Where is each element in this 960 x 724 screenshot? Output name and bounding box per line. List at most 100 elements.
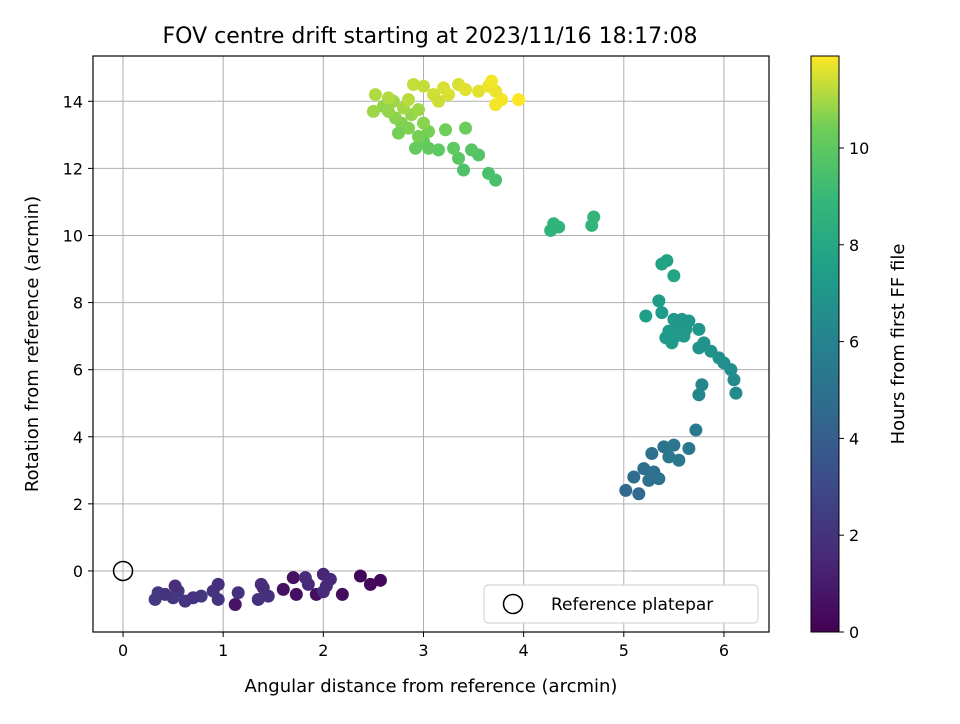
data-point bbox=[298, 571, 312, 585]
y-tick-label: 6 bbox=[73, 361, 83, 380]
data-point bbox=[459, 121, 473, 135]
data-point bbox=[689, 423, 703, 437]
data-point bbox=[675, 312, 689, 326]
x-tick-label: 2 bbox=[318, 641, 328, 660]
y-tick-label: 4 bbox=[73, 428, 83, 447]
data-point bbox=[381, 91, 395, 105]
data-point bbox=[682, 441, 696, 455]
data-points bbox=[148, 74, 743, 611]
data-point bbox=[211, 577, 225, 591]
data-point bbox=[645, 447, 659, 461]
data-point bbox=[442, 88, 456, 102]
plot-frame bbox=[92, 55, 770, 633]
data-point bbox=[452, 151, 466, 165]
data-point bbox=[411, 103, 425, 117]
x-tick-label: 3 bbox=[418, 641, 428, 660]
data-point bbox=[457, 163, 471, 177]
data-point bbox=[186, 591, 200, 605]
y-tick-label: 12 bbox=[63, 159, 83, 178]
x-axis-ticks: 0 1 2 3 4 5 6 bbox=[118, 632, 729, 660]
data-point bbox=[662, 450, 676, 464]
data-point bbox=[148, 592, 162, 606]
x-tick-label: 1 bbox=[218, 641, 228, 660]
data-point bbox=[373, 573, 387, 587]
data-point bbox=[695, 378, 709, 392]
data-point bbox=[406, 78, 420, 92]
data-point bbox=[416, 79, 430, 93]
colorbar: 0 2 4 6 8 10 Hours from first FF file bbox=[810, 55, 909, 642]
data-point bbox=[647, 465, 661, 479]
data-point bbox=[587, 210, 601, 224]
reference-point-marker bbox=[112, 560, 134, 582]
y-tick-label: 14 bbox=[63, 92, 83, 111]
x-tick-label: 4 bbox=[519, 641, 529, 660]
data-point bbox=[697, 336, 711, 350]
colorbar-tick-label: 0 bbox=[849, 623, 859, 642]
y-tick-label: 0 bbox=[73, 562, 83, 581]
legend-entry-reference-platepar: Reference platepar bbox=[551, 595, 713, 615]
data-point bbox=[158, 587, 172, 601]
x-tick-label: 5 bbox=[619, 641, 629, 660]
chart-title: FOV centre drift starting at 2023/11/16 … bbox=[163, 24, 698, 49]
data-point bbox=[228, 597, 242, 611]
data-point bbox=[251, 592, 265, 606]
data-point bbox=[692, 322, 706, 336]
grid-lines bbox=[93, 56, 769, 632]
data-point bbox=[672, 453, 686, 467]
data-point bbox=[368, 88, 382, 102]
data-point bbox=[289, 587, 303, 601]
data-point bbox=[482, 166, 496, 180]
colorbar-ticks: 0 2 4 6 8 10 bbox=[839, 139, 869, 642]
colorbar-tick-label: 2 bbox=[849, 526, 859, 545]
data-point bbox=[391, 126, 405, 140]
data-point bbox=[652, 294, 666, 308]
data-point bbox=[472, 84, 486, 98]
data-point bbox=[363, 577, 377, 591]
data-point bbox=[692, 388, 706, 402]
data-point bbox=[401, 93, 415, 107]
legend-box bbox=[483, 584, 759, 624]
data-point bbox=[637, 462, 651, 476]
y-tick-label: 8 bbox=[73, 294, 83, 313]
data-point bbox=[619, 483, 633, 497]
data-point bbox=[669, 329, 683, 343]
data-point bbox=[168, 579, 182, 593]
colorbar-tick-label: 4 bbox=[849, 429, 859, 448]
data-point bbox=[447, 141, 461, 155]
data-point bbox=[439, 123, 453, 137]
legend: Reference platepar bbox=[483, 584, 759, 624]
x-tick-label: 6 bbox=[719, 641, 729, 660]
data-point bbox=[411, 130, 425, 144]
data-point bbox=[657, 440, 671, 454]
data-point bbox=[485, 74, 499, 88]
data-point bbox=[639, 309, 653, 323]
y-axis-ticks: 0 2 4 6 8 10 12 14 bbox=[63, 92, 93, 581]
x-axis-label: Angular distance from reference (arcmin) bbox=[245, 676, 618, 697]
data-point bbox=[627, 470, 641, 484]
colorbar-label: Hours from first FF file bbox=[888, 244, 909, 445]
data-point bbox=[276, 582, 290, 596]
data-point bbox=[489, 98, 503, 112]
y-axis-label: Rotation from reference (arcmin) bbox=[22, 196, 43, 492]
data-point bbox=[667, 269, 681, 283]
colorbar-tick-label: 8 bbox=[849, 236, 859, 255]
data-point bbox=[432, 94, 446, 108]
data-point bbox=[231, 586, 245, 600]
y-tick-label: 10 bbox=[63, 226, 83, 245]
data-point bbox=[254, 577, 268, 591]
data-point bbox=[667, 438, 681, 452]
legend-marker bbox=[502, 593, 524, 615]
data-point bbox=[408, 141, 422, 155]
data-point bbox=[316, 585, 330, 599]
data-point bbox=[335, 587, 349, 601]
colorbar-tick-label: 6 bbox=[849, 333, 859, 352]
data-point bbox=[727, 373, 741, 387]
colorbar-tick-label: 10 bbox=[849, 139, 869, 158]
data-point bbox=[432, 143, 446, 157]
data-point bbox=[679, 322, 693, 336]
data-point bbox=[353, 569, 367, 583]
data-point bbox=[632, 487, 646, 501]
colorbar-gradient bbox=[810, 55, 840, 633]
x-tick-label: 0 bbox=[118, 641, 128, 660]
